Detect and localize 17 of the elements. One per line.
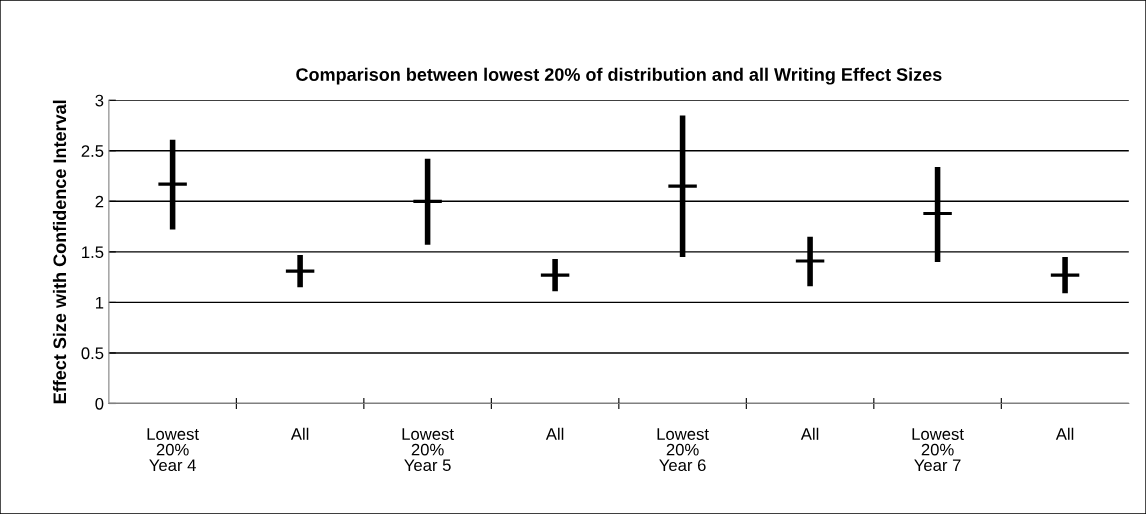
x-tick-label: Lowest 20% Year 6 (657, 428, 709, 472)
chart-title: Comparison between lowest 20% of distribution and all Writing Effect Sizes (296, 67, 942, 85)
y-tick-label: 3 (95, 94, 104, 107)
y-tick-label: 0.5 (81, 347, 104, 360)
x-tick-label: All (1055, 427, 1074, 440)
x-tick-label: All (545, 427, 564, 440)
x-tick-label: Lowest 20% Year 5 (402, 428, 454, 472)
x-tick-label: Lowest 20% Year 7 (912, 428, 964, 472)
x-tick-label: Lowest 20% Year 4 (147, 428, 199, 472)
y-tick-label: 1 (96, 296, 104, 309)
y-tick-label: 2 (95, 195, 104, 208)
y-axis-title: Effect Size with Confidence Interval (52, 100, 67, 404)
y-tick-label: 2.5 (81, 145, 104, 157)
y-tick-label: 0 (95, 397, 104, 410)
x-tick-label: All (290, 427, 309, 440)
x-tick-label: All (800, 427, 819, 440)
y-tick-label: 1.5 (82, 246, 104, 259)
